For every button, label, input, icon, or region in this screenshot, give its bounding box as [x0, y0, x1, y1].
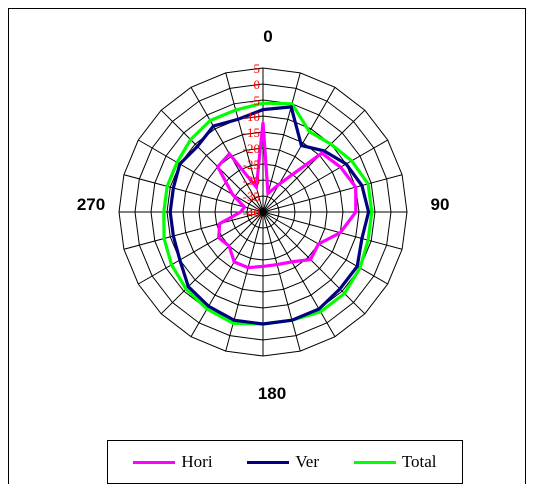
radial-tick-label: 5: [254, 61, 261, 76]
grid-spoke-19: [123, 174, 264, 213]
radial-tick-label: -40: [243, 205, 260, 220]
legend-swatch-hori: [133, 460, 176, 464]
grid-spoke-10: [262, 211, 336, 337]
grid-spoke-14: [190, 211, 264, 337]
chart-area: 5 0 -5 -10 -15 -20 -25 -30 -35 -40 0 90 180 270 H…: [8, 8, 526, 484]
grid-spoke-3: [262, 109, 366, 213]
radar-chart: 50-5-10-15-20-25-30-35-40 0 90 180 270: [77, 27, 450, 403]
radial-tick-label: -10: [243, 109, 260, 124]
radial-tick-label: 0: [254, 77, 261, 92]
legend-label-ver: Ver: [295, 452, 320, 471]
direction-label-270: 270: [77, 195, 105, 214]
direction-label-90: 90: [431, 195, 450, 214]
legend-label-total: Total: [401, 452, 437, 471]
grid-spoke-5: [262, 174, 403, 213]
series-lines: [162, 101, 374, 326]
direction-label-0: 0: [263, 27, 272, 46]
legend-label-hori: Hori: [181, 452, 213, 471]
grid-spoke-11: [262, 211, 301, 352]
radial-tick-labels: 50-5-10-15-20-25-30-35-40: [243, 61, 260, 220]
chart-legend: Hori Ver Total: [107, 440, 463, 484]
radial-tick-label: -20: [243, 141, 260, 156]
grid-spoke-7: [262, 211, 403, 250]
radial-tick-label: -25: [243, 157, 260, 172]
series-line-ver: [168, 105, 371, 326]
grid-spoke-15: [160, 211, 264, 315]
grid-spoke-2: [262, 87, 336, 213]
direction-label-180: 180: [258, 384, 286, 403]
radial-tick-label: -30: [243, 173, 260, 188]
grid-spoke-22: [190, 87, 264, 213]
legend-swatch-total: [353, 460, 396, 464]
series-line-hori: [215, 122, 358, 270]
grid-spoke-9: [262, 211, 366, 315]
grid-spoke-17: [123, 211, 264, 250]
grid-spoke-20: [138, 139, 264, 213]
grid-spoke-4: [262, 139, 388, 213]
radial-tick-label: -15: [243, 125, 260, 140]
grid-spoke-13: [225, 211, 264, 352]
legend-item-hori: Hori: [133, 452, 213, 472]
radial-tick-label: -5: [249, 93, 260, 108]
grid-spoke-8: [262, 211, 388, 285]
legend-item-ver: Ver: [247, 452, 319, 472]
legend-swatch-ver: [247, 460, 290, 464]
legend-item-total: Total: [353, 452, 437, 472]
grid-spoke-16: [138, 211, 264, 285]
radial-tick-label: -35: [243, 189, 260, 204]
grid-spoke-21: [160, 109, 264, 213]
